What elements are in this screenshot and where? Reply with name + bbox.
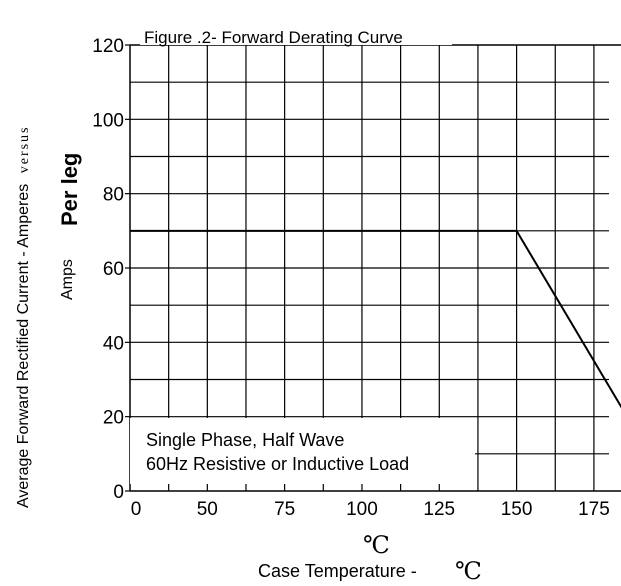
x-tick-label: 125 [423, 499, 455, 520]
x-tick-label: 100 [346, 499, 378, 520]
x-tick-label: 175 [578, 499, 610, 520]
y-axis-label-main: Average Forward Rectified Current - Ampe… [15, 184, 32, 508]
y-axis-label-versus: versus [17, 125, 32, 173]
y-tick-label: 100 [92, 110, 124, 131]
x-axis-label-degree: ℃ [455, 559, 482, 585]
y-axis-unit: Amps [59, 259, 76, 300]
derating-curve [130, 229, 621, 409]
y-tick-label: 40 [103, 333, 124, 354]
x-tick-label: 0 [131, 499, 142, 520]
y-tick-label: 120 [92, 36, 124, 57]
y-axis-per-leg: Per leg [57, 153, 82, 226]
chart-title: Figure .2- Forward Derating Curve [144, 28, 403, 47]
annotation-line-2: 60Hz Resistive or Inductive Load [146, 454, 409, 474]
x-tick-label: 150 [501, 499, 533, 520]
annotation-box [130, 418, 475, 484]
x-tick-label: 75 [274, 499, 295, 520]
y-tick-label: 20 [103, 408, 124, 429]
x-axis-label: Case Temperature - [258, 561, 417, 581]
annotation-line-1: Single Phase, Half Wave [146, 430, 344, 450]
y-axis-label: Average Forward Rectified Current - Ampe… [15, 125, 32, 508]
series-lines [130, 229, 621, 409]
x-tick-label: 50 [197, 499, 218, 520]
title-background [140, 28, 452, 45]
y-tick-label: 60 [103, 259, 124, 280]
tick-labels: 0 20 40 60 80 100 120 0 50 75 100 125 150 175 [92, 36, 609, 520]
x-axis-degree-unit: ℃ [363, 533, 390, 559]
y-tick-label: 80 [103, 185, 124, 206]
y-tick-label: 0 [113, 482, 124, 503]
